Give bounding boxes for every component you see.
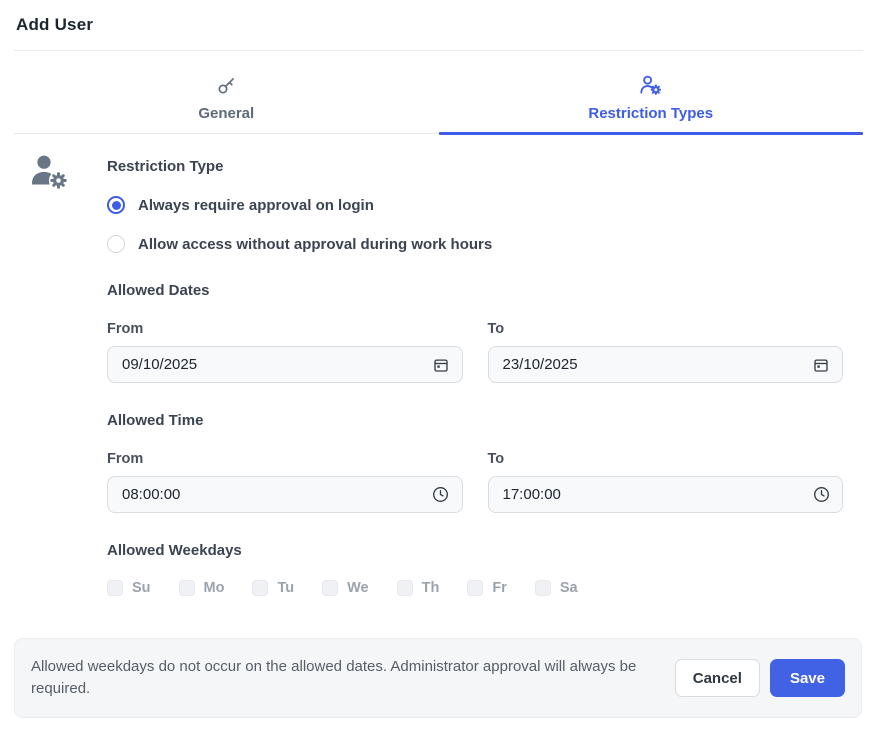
cancel-button[interactable]: Cancel — [674, 659, 760, 697]
weekday-sa-label: Sa — [559, 580, 578, 596]
dialog-title: Add User — [16, 15, 94, 34]
weekday-su: Su — [107, 580, 151, 596]
weekday-th-checkbox — [396, 580, 413, 596]
weekday-we: We — [322, 580, 369, 596]
tab-general-label: General — [198, 105, 255, 122]
tab-restriction-types-label: Restriction Types — [588, 105, 714, 122]
user-gear-icon — [30, 148, 72, 596]
weekday-th: Th — [396, 580, 440, 596]
date-to-input[interactable] — [487, 346, 843, 383]
dialog-footer: Allowed weekdays do not occur on the all… — [14, 638, 862, 718]
save-button[interactable]: Save — [769, 659, 845, 697]
radio-allow-access-work-hours-label: Allow access without approval during wor… — [138, 235, 493, 253]
weekday-fr-label: Fr — [492, 580, 507, 596]
time-to-input[interactable] — [487, 476, 843, 513]
weekday-mo-label: Mo — [203, 580, 225, 596]
weekday-sa-checkbox — [534, 580, 551, 596]
restriction-types-panel: Restriction Type Always require approval… — [0, 134, 877, 596]
calendar-icon[interactable] — [811, 355, 831, 375]
time-from-label: From — [107, 451, 144, 467]
key-icon — [214, 74, 238, 96]
tab-restriction-types[interactable]: Restriction Types — [438, 51, 864, 135]
radio-always-require-approval-label: Always require approval on login — [138, 196, 374, 214]
radio-selected-icon[interactable] — [107, 196, 125, 214]
date-to-label: To — [487, 321, 505, 337]
weekday-we-checkbox — [322, 580, 339, 596]
footer-buttons: Cancel Save — [674, 659, 845, 697]
tab-bar: General — [14, 51, 864, 135]
weekday-th-label: Th — [421, 580, 440, 596]
user-gear-icon — [639, 74, 663, 96]
weekday-tu: Tu — [252, 580, 294, 596]
radio-unselected-icon[interactable] — [107, 235, 125, 253]
allowed-dates-row: From To — [107, 299, 843, 383]
weekday-fr-checkbox — [467, 580, 484, 596]
weekday-tu-checkbox — [252, 580, 269, 596]
weekday-sa: Sa — [534, 580, 578, 596]
calendar-icon[interactable] — [431, 355, 451, 375]
restriction-type-heading: Restriction Type — [107, 158, 224, 175]
radio-always-require-approval[interactable]: Always require approval on login — [107, 196, 843, 214]
tab-general[interactable]: General — [14, 51, 439, 133]
date-from-input[interactable] — [107, 346, 463, 383]
date-from-group: From — [107, 299, 463, 383]
weekday-tu-label: Tu — [277, 580, 295, 596]
weekday-checkbox-row: Su Mo Tu We Th — [107, 580, 843, 596]
clock-icon[interactable] — [431, 485, 451, 505]
allowed-time-heading: Allowed Time — [107, 412, 204, 429]
weekday-fr: Fr — [467, 580, 507, 596]
form-main: Restriction Type Always require approval… — [107, 148, 843, 596]
weekday-mo: Mo — [178, 580, 225, 596]
clock-icon[interactable] — [811, 485, 831, 505]
time-to-group: To — [487, 429, 843, 513]
date-to-group: To — [487, 299, 843, 383]
time-from-input[interactable] — [107, 476, 463, 513]
allowed-time-row: From To — [107, 429, 843, 513]
time-to-label: To — [487, 451, 505, 467]
allowed-weekdays-heading: Allowed Weekdays — [107, 542, 242, 559]
date-from-label: From — [107, 321, 144, 337]
warning-message: Allowed weekdays do not occur on the all… — [31, 658, 637, 697]
weekday-su-checkbox — [107, 580, 123, 596]
radio-allow-access-work-hours[interactable]: Allow access without approval during wor… — [107, 235, 843, 253]
allowed-dates-heading: Allowed Dates — [107, 282, 210, 299]
dialog-header: Add User — [14, 0, 863, 51]
weekday-su-label: Su — [132, 580, 151, 596]
time-from-group: From — [107, 429, 463, 513]
weekday-mo-checkbox — [178, 580, 195, 596]
weekday-we-label: We — [347, 580, 369, 596]
